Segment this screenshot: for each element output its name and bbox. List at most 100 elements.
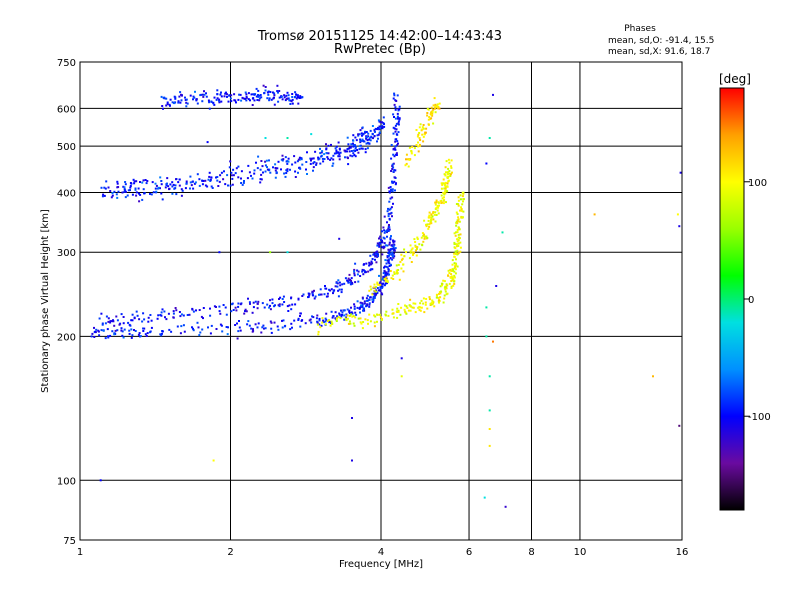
data-point xyxy=(334,311,337,314)
data-point xyxy=(269,308,272,311)
data-point xyxy=(423,133,426,136)
data-point xyxy=(388,243,391,246)
data-point xyxy=(118,323,121,326)
data-point xyxy=(261,326,264,329)
data-point xyxy=(346,317,349,320)
data-point xyxy=(181,94,183,97)
data-point xyxy=(371,268,374,271)
data-point xyxy=(254,300,257,303)
data-point xyxy=(218,305,221,308)
data-point xyxy=(287,97,290,100)
data-point xyxy=(220,100,223,103)
data-point xyxy=(278,90,281,92)
data-point xyxy=(256,302,259,305)
data-point xyxy=(409,251,412,254)
data-point xyxy=(218,98,221,101)
data-point xyxy=(353,305,356,308)
data-point xyxy=(110,196,113,199)
data-point xyxy=(371,293,374,296)
data-point xyxy=(438,107,441,110)
data-point xyxy=(193,182,196,185)
data-point xyxy=(351,417,353,419)
data-point xyxy=(395,122,398,125)
data-point xyxy=(330,320,333,323)
data-point xyxy=(418,137,421,140)
data-point xyxy=(340,315,343,318)
data-point xyxy=(377,289,380,292)
data-point xyxy=(332,154,335,157)
data-point xyxy=(139,181,141,183)
data-point xyxy=(137,333,140,336)
data-point xyxy=(387,268,390,271)
data-point xyxy=(227,100,230,103)
data-point xyxy=(236,337,239,340)
data-point xyxy=(386,210,389,213)
data-point xyxy=(381,278,384,281)
data-point xyxy=(346,279,349,282)
data-point xyxy=(366,135,369,138)
data-point xyxy=(306,173,308,175)
data-point xyxy=(350,277,353,280)
data-point xyxy=(143,327,146,330)
data-point xyxy=(369,320,372,323)
data-point xyxy=(253,169,256,172)
data-point xyxy=(353,144,356,147)
data-point xyxy=(410,152,413,155)
data-point xyxy=(435,199,438,202)
data-point xyxy=(386,244,389,247)
data-point xyxy=(198,309,201,311)
data-point xyxy=(265,159,268,162)
data-point xyxy=(281,326,284,329)
data-point xyxy=(488,409,491,412)
data-point xyxy=(320,324,323,327)
data-point xyxy=(291,326,293,329)
data-point xyxy=(154,187,157,190)
data-point xyxy=(179,315,182,318)
data-point xyxy=(173,102,176,105)
data-point xyxy=(178,95,181,98)
data-point xyxy=(379,288,382,291)
data-point xyxy=(448,170,451,172)
data-point xyxy=(418,243,421,246)
data-point xyxy=(435,293,438,296)
data-point xyxy=(192,187,195,190)
data-point xyxy=(334,147,337,150)
data-point xyxy=(351,315,354,318)
data-point xyxy=(99,479,102,482)
data-point xyxy=(337,289,340,292)
data-point xyxy=(436,105,438,108)
data-point xyxy=(186,314,189,316)
data-point xyxy=(281,298,284,300)
data-point xyxy=(456,229,459,231)
data-point xyxy=(393,103,396,106)
data-point xyxy=(263,92,266,95)
data-point xyxy=(243,180,245,182)
data-point xyxy=(271,302,274,305)
data-point xyxy=(364,271,367,274)
data-point xyxy=(432,122,435,125)
data-point xyxy=(223,95,226,98)
data-point xyxy=(455,224,458,227)
data-point xyxy=(422,240,425,243)
data-point xyxy=(357,270,360,273)
data-point xyxy=(348,312,351,315)
data-point xyxy=(332,315,335,318)
data-point xyxy=(361,302,364,305)
data-point xyxy=(460,216,463,219)
data-point xyxy=(346,136,349,139)
data-point xyxy=(251,104,254,106)
colorbar-label: [deg] xyxy=(719,72,751,86)
data-point xyxy=(454,265,457,268)
data-point xyxy=(310,159,312,162)
data-point xyxy=(443,183,446,186)
data-point xyxy=(436,209,439,212)
data-point xyxy=(131,334,134,337)
data-point xyxy=(180,325,183,328)
data-point xyxy=(389,238,392,241)
data-point xyxy=(264,160,267,163)
data-point xyxy=(343,314,346,317)
data-point xyxy=(315,162,318,165)
data-point xyxy=(343,282,346,285)
data-point xyxy=(269,91,272,93)
data-point xyxy=(373,283,376,286)
